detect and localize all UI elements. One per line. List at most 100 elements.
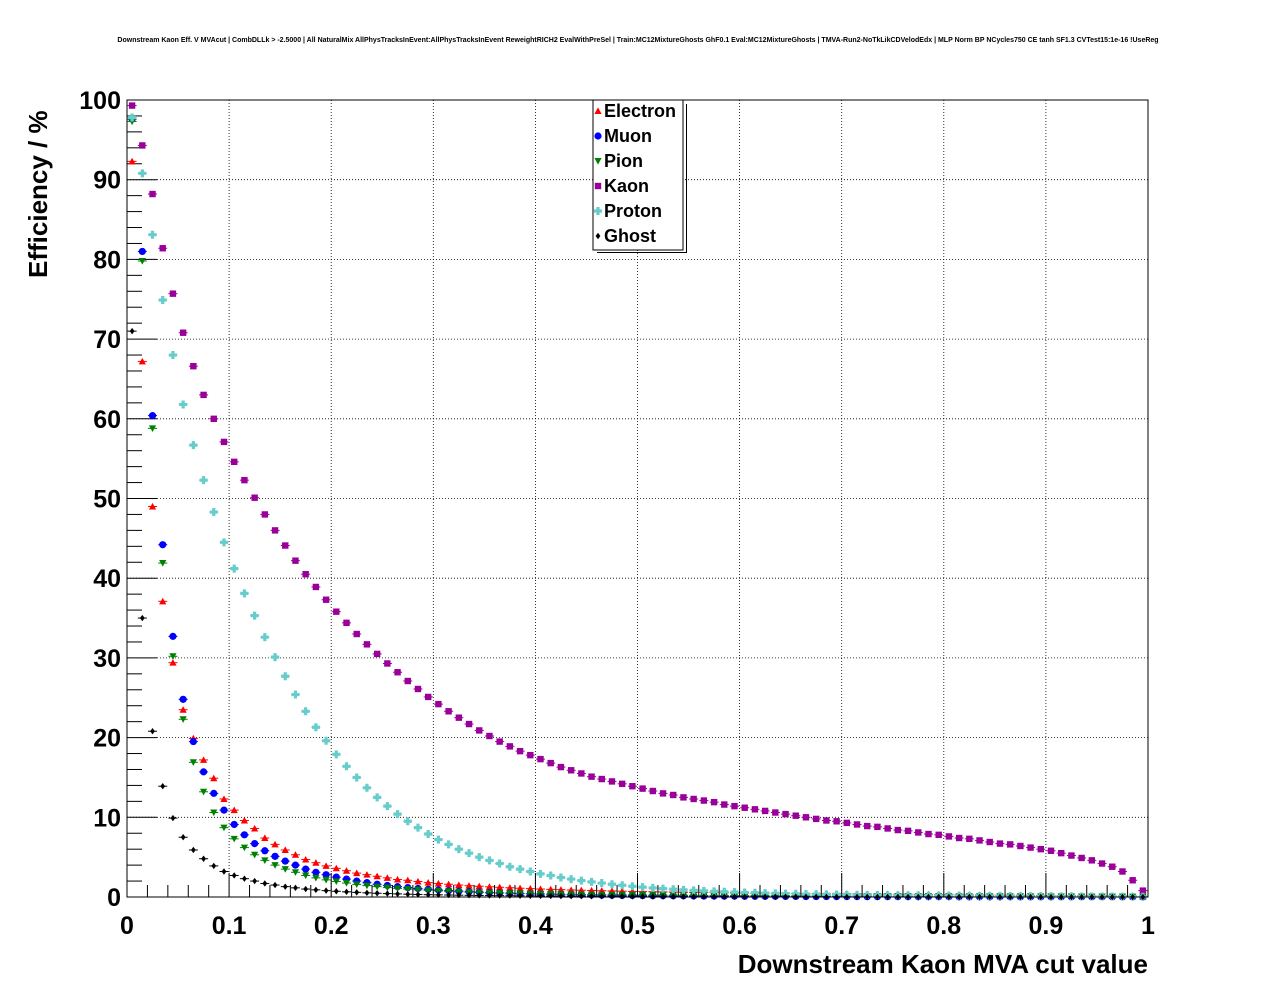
data-point-kaon [435, 700, 442, 708]
data-point-proton [454, 845, 463, 854]
data-point-ghost [344, 888, 349, 896]
data-point-ghost [476, 892, 482, 899]
data-point-ghost [650, 893, 656, 900]
data-point-ghost [589, 893, 594, 900]
data-point-pion [240, 844, 249, 852]
data-point-ghost [1048, 893, 1054, 901]
data-point-ghost [997, 893, 1003, 901]
data-point-proton [587, 877, 596, 886]
data-point-kaon [1068, 852, 1075, 859]
data-point-kaon [1088, 857, 1096, 864]
data-point-kaon [915, 829, 922, 836]
data-point-kaon [353, 630, 360, 638]
data-point-kaon [966, 835, 973, 843]
data-point-ghost [262, 880, 268, 887]
data-point-pion [404, 886, 412, 893]
data-point-kaon [1129, 877, 1136, 884]
x-tick-labels: 0 0.1 0.2 0.3 0.4 0.5 0.6 0.7 0.8 0.9 1 [120, 912, 1155, 940]
data-point-proton [659, 884, 668, 893]
data-point-electron [251, 824, 259, 832]
data-point-ghost [1038, 893, 1044, 901]
data-point-proton [689, 886, 698, 895]
data-point-muon [159, 541, 167, 549]
data-point-ghost [190, 846, 196, 854]
data-point-pion [322, 876, 330, 884]
data-point-kaon [945, 833, 953, 840]
x-tick-label: 0.4 [518, 912, 553, 940]
data-point-electron [526, 885, 534, 892]
data-point-electron [445, 880, 453, 888]
data-point-proton [322, 736, 331, 745]
data-point-kaon [1017, 842, 1024, 850]
data-point-ghost [517, 892, 523, 900]
data-point-kaon [261, 511, 269, 518]
data-point-proton [148, 230, 157, 239]
data-point-proton [679, 885, 688, 894]
data-point-ghost [772, 893, 778, 900]
data-point-kaon [394, 669, 401, 676]
data-point-kaon [659, 790, 667, 797]
data-point-proton [240, 589, 249, 598]
legend-marker-pion [594, 158, 602, 165]
data-point-muon [281, 857, 289, 865]
data-point-proton [669, 885, 678, 894]
data-point-proton [393, 810, 402, 819]
data-point-kaon [343, 619, 350, 627]
data-point-pion [128, 118, 136, 126]
data-point-muon [230, 820, 238, 829]
data-point-kaon [292, 557, 299, 564]
data-point-electron [506, 884, 514, 891]
data-point-kaon [333, 608, 340, 615]
data-point-ghost [497, 892, 503, 899]
y-tick-label: 20 [93, 725, 121, 753]
data-point-proton [597, 879, 606, 888]
x-tick-label: 0 [120, 912, 134, 940]
data-point-kaon [200, 391, 207, 399]
data-point-muon [169, 632, 177, 640]
data-point-proton [199, 476, 208, 485]
data-point-proton [618, 881, 627, 890]
data-point-electron [424, 879, 432, 886]
data-point-electron [169, 659, 177, 666]
data-point-ghost [160, 783, 166, 790]
data-point-muon [240, 831, 249, 839]
x-tick-label: 0.9 [1029, 912, 1064, 940]
data-point-ghost [1140, 893, 1146, 901]
data-point-proton [362, 783, 371, 792]
data-point-kaon [1078, 854, 1085, 862]
data-point-electron [199, 756, 208, 763]
data-point-kaon [772, 809, 779, 816]
data-point-ghost [1130, 893, 1136, 901]
data-point-ghost [905, 893, 911, 901]
data-point-kaon [935, 831, 942, 839]
data-point-kaon [843, 819, 851, 827]
data-point-ghost [242, 875, 247, 882]
data-point-kaon [731, 802, 738, 810]
data-point-proton [189, 441, 198, 450]
data-point-proton [219, 538, 228, 547]
data-point-ghost [823, 893, 829, 901]
data-point-ghost [721, 893, 727, 900]
data-point-kaon [741, 804, 748, 811]
y-tick-label: 70 [93, 326, 121, 354]
data-point-muon [220, 806, 228, 814]
data-point-electron [271, 840, 279, 848]
data-point-proton [465, 849, 474, 858]
data-point-electron [516, 884, 524, 892]
data-point-electron [148, 502, 157, 510]
data-point-electron [414, 877, 422, 885]
data-point-kaon [363, 641, 371, 648]
data-point-ghost [854, 893, 860, 901]
data-point-ghost [977, 893, 982, 901]
x-tick-label: 0.5 [620, 912, 655, 940]
legend: Electron Muon Pion Kaon Proton Ghost [592, 99, 687, 253]
data-point-proton [434, 835, 443, 844]
data-point-ghost [466, 892, 472, 899]
data-point-muon [199, 768, 208, 776]
data-point-ghost [915, 893, 921, 901]
data-point-electron [567, 886, 575, 893]
data-point-kaon [629, 783, 636, 790]
data-point-electron [291, 851, 300, 858]
data-point-proton [505, 862, 514, 871]
